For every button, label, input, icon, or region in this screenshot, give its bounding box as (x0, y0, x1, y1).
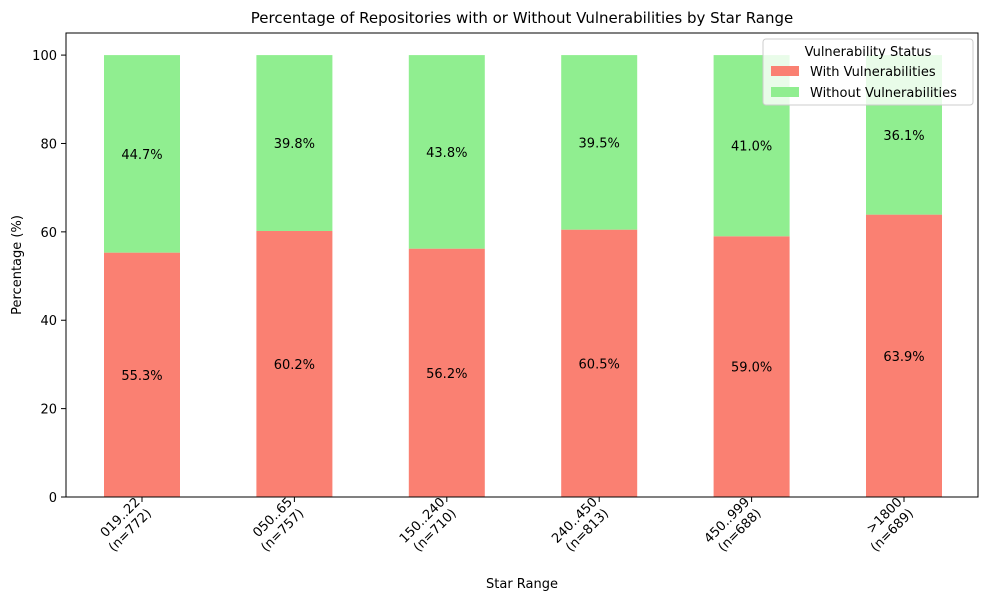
bar-without-vulnerabilities-3 (561, 55, 638, 230)
bar-with-vulnerabilities-0 (104, 252, 180, 497)
x-tick-label-0: 019..22(n=772) (98, 495, 155, 555)
legend-swatch-without-vulnerabilities (771, 87, 799, 97)
bars-group (104, 55, 942, 497)
data-label-with-vulnerabilities-0: 55.3% (121, 369, 162, 384)
y-tick-label-5: 100 (32, 49, 57, 64)
bar-with-vulnerabilities-5 (866, 214, 942, 497)
x-tick-label-3: 240..450(n=813) (549, 495, 612, 555)
chart-title: Percentage of Repositories with or Witho… (251, 9, 793, 27)
bar-without-vulnerabilities-2 (408, 55, 485, 249)
data-label-without-vulnerabilities-2: 43.8% (426, 146, 467, 161)
legend-label-with-vulnerabilities: With Vulnerabilities (810, 65, 936, 80)
data-label-without-vulnerabilities-0: 44.7% (121, 148, 162, 163)
data-label-with-vulnerabilities-5: 63.9% (883, 350, 924, 365)
bar-with-vulnerabilities-4 (713, 236, 790, 497)
legend-label-without-vulnerabilities: Without Vulnerabilities (810, 86, 957, 101)
bar-without-vulnerabilities-0 (104, 55, 180, 253)
legend: Vulnerability Status With Vulnerabilitie… (762, 38, 974, 106)
legend-box (762, 38, 974, 106)
data-label-with-vulnerabilities-2: 56.2% (426, 367, 467, 382)
legend-title: Vulnerability Status (805, 45, 932, 60)
legend-swatch-with-vulnerabilities (771, 66, 799, 76)
y-tick-label-3: 60 (40, 226, 57, 241)
y-axis-label: Percentage (%) (10, 215, 25, 315)
x-tick-label-4: 450..999(n=688) (702, 495, 765, 555)
x-tick-label-5: >1800(n=689) (864, 495, 917, 555)
plot-frame (65, 32, 979, 498)
data-label-with-vulnerabilities-3: 60.5% (579, 357, 620, 372)
data-label-without-vulnerabilities-5: 36.1% (883, 129, 924, 144)
y-tick-label-2: 40 (40, 314, 57, 329)
bar-without-vulnerabilities-1 (256, 55, 333, 231)
bar-with-vulnerabilities-3 (561, 229, 638, 497)
y-axis: 0 20 40 60 80 100 (32, 49, 66, 506)
y-tick-label-4: 80 (40, 137, 57, 152)
data-labels-group: 55.3% 44.7% 60.2% 39.8% 56.2% 43.8% 60.5% 39.5%… (121, 129, 924, 384)
data-label-without-vulnerabilities-1: 39.8% (274, 137, 315, 152)
data-label-with-vulnerabilities-1: 60.2% (274, 358, 315, 373)
y-tick-label-1: 20 (40, 403, 57, 418)
x-axis: 019..22(n=772) 050..65(n=757) 150..240(n=7… (98, 495, 917, 555)
x-tick-label-1: 050..65(n=757) (250, 495, 307, 555)
x-axis-label: Star Range (486, 577, 558, 592)
bar-with-vulnerabilities-2 (408, 248, 485, 497)
data-label-with-vulnerabilities-4: 59.0% (731, 361, 772, 376)
x-tick-label-2: 150..240(n=710) (397, 495, 460, 555)
bar-with-vulnerabilities-1 (256, 230, 333, 497)
data-label-without-vulnerabilities-4: 41.0% (731, 140, 772, 155)
data-label-without-vulnerabilities-3: 39.5% (579, 136, 620, 151)
y-tick-label-0: 0 (49, 491, 57, 506)
